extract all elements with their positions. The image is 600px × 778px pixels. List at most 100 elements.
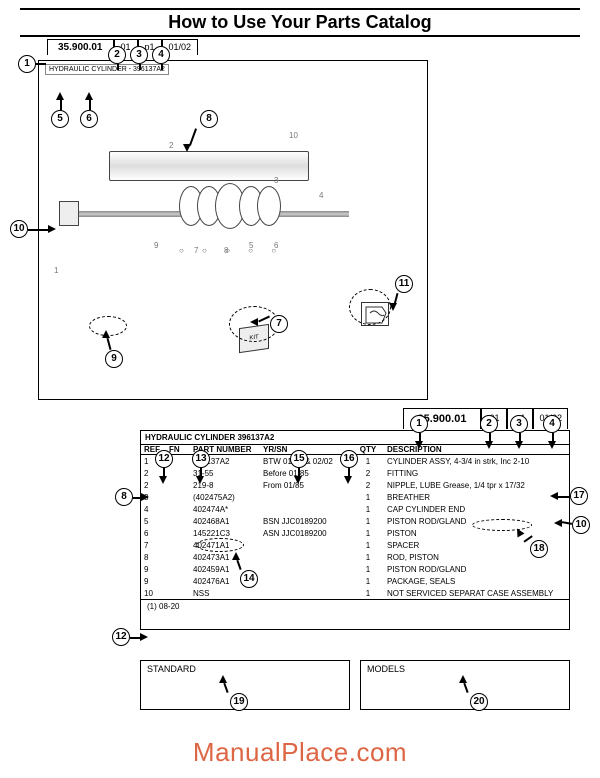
section-label: HYDRAULIC CYLINDER - 396137A2 — [45, 64, 169, 75]
arrow-head — [548, 441, 556, 449]
rings-graphic — [179, 186, 299, 236]
callout-19: 19 — [230, 693, 248, 711]
col-header-qty: QTY — [353, 445, 383, 454]
standard-label: STANDARD — [147, 664, 196, 674]
callout-6: 6 — [80, 110, 98, 128]
table-row: 3(402475A2)1BREATHER — [141, 491, 569, 503]
arrow-head — [294, 476, 302, 484]
cell-qty: 1 — [353, 529, 383, 538]
diagram-ref: 9 — [154, 241, 158, 250]
arrow-head — [85, 92, 93, 100]
page-title: How to Use Your Parts Catalog — [20, 12, 580, 33]
arrow — [117, 64, 119, 70]
highlight-oval — [472, 519, 532, 531]
cell-qty: 1 — [353, 541, 383, 550]
callout-15: 15 — [290, 450, 308, 468]
cell-desc: NIPPLE, LUBE Grease, 1/4 tpr x 17/32 — [383, 481, 569, 490]
callout-18: 18 — [530, 540, 548, 558]
cylinder-body-graphic — [109, 151, 309, 181]
upper-diagram-frame: 35.900.01 01 p1 01/02 HYDRAULIC CYLINDER… — [38, 60, 428, 400]
cell-ref: 9 — [141, 565, 169, 574]
arrow-head — [140, 633, 148, 641]
callout-20: 20 — [470, 693, 488, 711]
highlight-oval — [196, 538, 244, 552]
arrow-head — [344, 476, 352, 484]
arrow — [60, 100, 62, 110]
callout-1: 1 — [18, 55, 36, 73]
cell-desc: BREATHER — [383, 493, 569, 502]
arrow — [28, 229, 50, 231]
arrow-head — [554, 519, 562, 527]
bottom-boxes: STANDARD MODELS — [140, 660, 570, 710]
arrow-head — [219, 675, 227, 683]
exploded-view: 10 2 4 3 9 7 8 5 6 1 ○ ○ ○ ○ ○ KIT — [59, 91, 409, 371]
cell-desc: CAP CYLINDER END — [383, 505, 569, 514]
cell-qty: 1 — [353, 589, 383, 598]
cell-ref: 9 — [141, 577, 169, 586]
cell-pn: 145221C3 — [193, 529, 263, 538]
callout-16: 16 — [340, 450, 358, 468]
arrow-head — [232, 552, 240, 560]
cell-ref: 10 — [141, 589, 169, 598]
cell-qty: 1 — [353, 553, 383, 562]
cell-yr: Before 01/85 — [263, 469, 353, 478]
arrow — [558, 496, 570, 498]
arrow-head — [550, 492, 558, 500]
diagram-ref: 2 — [169, 141, 173, 150]
callout-lower-1: 1 — [410, 415, 428, 433]
callout-7: 7 — [270, 315, 288, 333]
cell-pn: 402468A1 — [193, 517, 263, 526]
arrow-head — [141, 493, 149, 501]
table-row: 10 NSS 1NOT SERVICED SEPARAT CASE ASSEMBLY — [141, 587, 569, 599]
rod-end-graphic — [59, 201, 79, 226]
cell-desc: NOT SERVICED SEPARAT CASE ASSEMBLY — [383, 589, 569, 598]
cell-qty: 1 — [353, 493, 383, 502]
callout-14: 14 — [240, 570, 258, 588]
table-row: 8402473A11ROD, PISTON — [141, 551, 569, 563]
cell-desc: FITTING — [383, 469, 569, 478]
callout-9: 9 — [105, 350, 123, 368]
cell-yr: BSN JJC0189200 — [263, 517, 353, 526]
cell-ref: 6 — [141, 529, 169, 538]
tab-section: 35.900.01 — [47, 39, 114, 55]
models-label: MODELS — [367, 664, 405, 674]
arrow-head — [196, 476, 204, 484]
callout-2: 2 — [108, 46, 126, 64]
diagram-ref: 4 — [319, 191, 323, 200]
callout-lower-2: 2 — [480, 415, 498, 433]
callout-12: 12 — [155, 450, 173, 468]
arrow-head — [48, 225, 56, 233]
col-header-fn: FN — [169, 445, 193, 454]
highlight-oval — [349, 289, 391, 325]
cell-qty: 1 — [353, 577, 383, 586]
col-header-yr: YR/SN — [263, 445, 353, 454]
callout-11: 11 — [395, 275, 413, 293]
arrow-head — [56, 92, 64, 100]
cell-qty: 2 — [353, 481, 383, 490]
arrow-head — [459, 675, 467, 683]
callout-5: 5 — [51, 110, 69, 128]
arrow-head — [183, 144, 191, 152]
table-row: 2219-8From 01/852NIPPLE, LUBE Grease, 1/… — [141, 479, 569, 491]
diagram-ref: 1 — [54, 266, 58, 275]
callout-4: 4 — [152, 46, 170, 64]
cell-ref: 7 — [141, 541, 169, 550]
cell-desc: PACKAGE, SEALS — [383, 577, 569, 586]
callout-3: 3 — [130, 46, 148, 64]
callout-lower-4: 4 — [543, 415, 561, 433]
diagram-ref: 10 — [289, 131, 298, 140]
detail-dots: ○ ○ ○ ○ ○ — [179, 246, 284, 255]
cell-pn: (402475A2) — [193, 493, 263, 502]
callout-13: 13 — [192, 450, 210, 468]
cell-yr: From 01/85 — [263, 481, 353, 490]
arrow-head — [415, 441, 423, 449]
table-row: 4402474A*1CAP CYLINDER END — [141, 503, 569, 515]
cell-qty: 1 — [353, 517, 383, 526]
arrow-head — [515, 441, 523, 449]
col-header-desc: DESCRIPTION — [383, 445, 569, 454]
watermark: ManualPlace.com — [0, 737, 600, 768]
cell-pn: 402474A* — [193, 505, 263, 514]
cell-desc: CYLINDER ASSY, 4-3/4 in strk, Inc 2-10 — [383, 457, 569, 466]
table-row: 9402476A11PACKAGE, SEALS — [141, 575, 569, 587]
cell-pn: NSS — [193, 589, 263, 598]
